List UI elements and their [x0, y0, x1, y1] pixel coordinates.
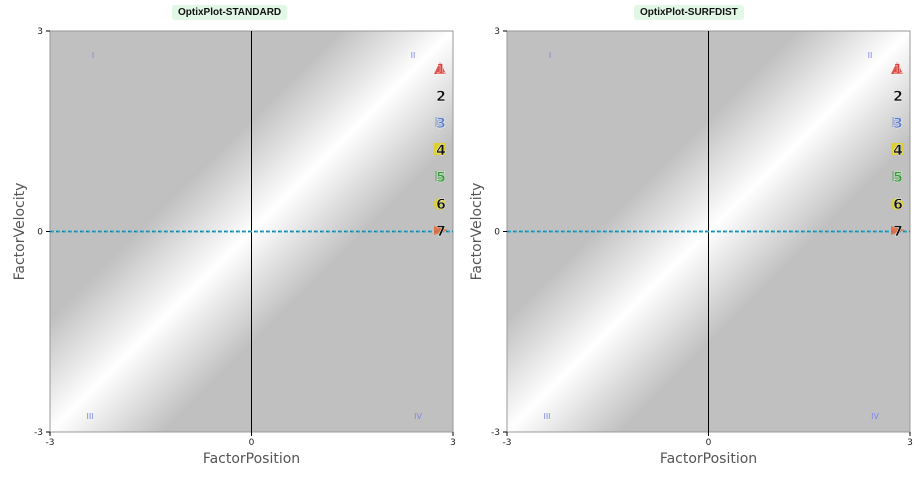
- chart-title: OptixPlot-STANDARD: [172, 5, 288, 20]
- cross-marker-icon: [434, 226, 448, 235]
- marker-label: 4: [436, 143, 446, 159]
- marker-7: 7: [434, 224, 448, 240]
- marker-2: 2: [893, 89, 903, 105]
- quadrant-label: IV: [871, 412, 879, 421]
- flag-icon: [435, 117, 444, 127]
- marker-label: 7: [436, 224, 446, 240]
- x-tick-label: 0: [249, 438, 255, 448]
- marker-1: 1: [434, 62, 446, 78]
- marker-3: 3: [892, 116, 903, 132]
- circle-icon: [891, 198, 903, 210]
- marker-label: 4: [893, 143, 903, 159]
- marker-7: 7: [891, 224, 905, 240]
- marker-label: 5: [893, 170, 903, 186]
- chart-panel-standard: OptixPlot-STANDARD -3 0 3 3 0 -3 FactorPositio…: [0, 0, 456, 479]
- x-tick-label: 3: [907, 438, 913, 448]
- marker-6: 6: [434, 197, 446, 213]
- flag-icon: [892, 117, 901, 127]
- quadrant-label: III: [86, 412, 93, 421]
- x-tick-label: -3: [46, 438, 55, 448]
- marker-label: 5: [436, 170, 446, 186]
- marker-label: 2: [436, 89, 446, 105]
- marker-3: 3: [435, 116, 446, 132]
- quadrant-label: II: [868, 51, 873, 60]
- quadrant-label: I: [92, 51, 94, 60]
- marker-label: 6: [893, 197, 903, 213]
- marker-label: 7: [893, 224, 903, 240]
- marker-2: 2: [436, 89, 446, 105]
- quadrant-label: II: [411, 51, 416, 60]
- y-tick-label: 3: [494, 27, 500, 37]
- y-axis-label: FactorVelocity: [12, 183, 28, 281]
- chart-title: OptixPlot-SURFDIST: [634, 5, 744, 20]
- marker-label: 1: [436, 62, 446, 78]
- quadrant-label: III: [543, 412, 550, 421]
- marker-label: 6: [436, 197, 446, 213]
- marker-6: 6: [891, 197, 903, 213]
- marker-4: 4: [434, 143, 446, 159]
- flag-icon: [435, 171, 444, 181]
- x-axis-label: FactorPosition: [660, 451, 757, 467]
- marker-label: 1: [893, 62, 903, 78]
- triangle-icon: [434, 62, 446, 74]
- y-axis-label: FactorVelocity: [469, 183, 485, 281]
- marker-label: 3: [436, 116, 446, 132]
- marker-4: 4: [891, 143, 903, 159]
- marker-label: 3: [893, 116, 903, 132]
- quadrant-label: I: [549, 51, 551, 60]
- y-tick-label: -3: [491, 428, 500, 438]
- circle-icon: [434, 198, 446, 210]
- highlight-box-icon: [891, 143, 903, 155]
- y-tick-label: 0: [494, 228, 500, 238]
- cross-marker-icon: [891, 226, 905, 235]
- marker-label: 2: [893, 89, 903, 105]
- y-tick-label: -3: [34, 428, 43, 438]
- highlight-box-icon: [434, 143, 446, 155]
- x-tick-label: 3: [450, 438, 456, 448]
- marker-5: 5: [435, 170, 446, 186]
- x-axis-label: FactorPosition: [203, 451, 300, 467]
- chart-panel-surfdist: OptixPlot-SURFDIST -3 0 3 3 0 -3 FactorPositio…: [457, 0, 913, 479]
- quadrant-label: IV: [414, 412, 422, 421]
- x-tick-label: -3: [503, 438, 512, 448]
- y-tick-label: 0: [37, 228, 43, 238]
- flag-icon: [892, 171, 901, 181]
- x-tick-label: 0: [706, 438, 712, 448]
- marker-5: 5: [892, 170, 903, 186]
- marker-1: 1: [891, 62, 903, 78]
- y-tick-label: 3: [37, 27, 43, 37]
- triangle-icon: [891, 62, 903, 74]
